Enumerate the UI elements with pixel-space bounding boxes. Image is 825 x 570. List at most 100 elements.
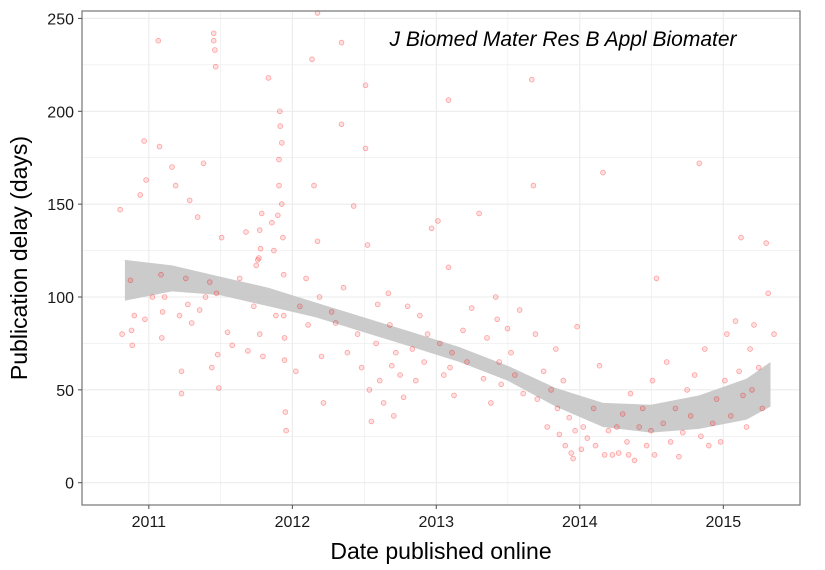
grid-lines bbox=[82, 11, 800, 505]
data-point bbox=[416, 312, 423, 319]
data-point bbox=[176, 312, 183, 319]
data-point bbox=[224, 329, 231, 336]
data-point bbox=[260, 353, 266, 360]
data-point bbox=[412, 377, 419, 384]
data-point bbox=[765, 290, 771, 297]
data-point bbox=[202, 294, 209, 300]
data-point bbox=[156, 143, 163, 150]
data-point bbox=[305, 322, 311, 328]
axis-ticks: 0 50 100 150 200 250 2011 2012 2013 2014 2015 bbox=[47, 11, 741, 531]
data-point bbox=[540, 368, 547, 375]
data-point bbox=[691, 372, 698, 378]
data-point bbox=[374, 301, 381, 308]
data-point bbox=[200, 160, 207, 167]
data-point bbox=[281, 357, 288, 363]
data-point bbox=[256, 331, 263, 337]
points-layer bbox=[117, 10, 777, 464]
data-point bbox=[464, 359, 470, 365]
data-point bbox=[280, 312, 287, 319]
data-point bbox=[468, 305, 475, 311]
data-point bbox=[354, 331, 361, 337]
data-point bbox=[281, 335, 288, 341]
data-point bbox=[362, 145, 369, 152]
data-point bbox=[314, 238, 321, 245]
data-point bbox=[119, 331, 125, 337]
data-point bbox=[278, 201, 285, 207]
data-point bbox=[627, 390, 634, 397]
data-point bbox=[137, 192, 144, 198]
data-point bbox=[449, 349, 455, 356]
data-point bbox=[631, 457, 638, 464]
data-point bbox=[186, 197, 193, 204]
data-point bbox=[460, 327, 466, 334]
data-point bbox=[213, 290, 220, 297]
data-point bbox=[504, 325, 511, 332]
data-point bbox=[578, 446, 585, 453]
data-point bbox=[161, 294, 168, 300]
data-point bbox=[257, 245, 264, 252]
panel-border bbox=[81, 10, 801, 506]
data-point bbox=[749, 387, 755, 393]
data-point bbox=[387, 322, 393, 328]
data-point bbox=[651, 452, 658, 458]
data-point bbox=[328, 309, 335, 315]
data-point bbox=[440, 372, 447, 378]
data-point bbox=[155, 37, 162, 44]
data-point bbox=[494, 316, 501, 323]
data-point bbox=[316, 294, 323, 300]
data-point bbox=[663, 359, 670, 365]
y-tick-label: 250 bbox=[47, 11, 74, 28]
data-point bbox=[660, 420, 666, 427]
data-point bbox=[435, 218, 441, 224]
data-point bbox=[243, 229, 249, 235]
data-point bbox=[544, 424, 550, 430]
data-point bbox=[530, 182, 537, 189]
data-point bbox=[424, 331, 431, 337]
data-point bbox=[183, 275, 189, 282]
data-point bbox=[172, 182, 179, 189]
data-point bbox=[229, 342, 236, 349]
data-point bbox=[451, 392, 457, 399]
data-point bbox=[210, 37, 217, 44]
data-point bbox=[216, 385, 222, 391]
x-tick-label: 2015 bbox=[706, 514, 742, 531]
data-point bbox=[397, 372, 403, 378]
data-point bbox=[570, 455, 576, 462]
data-point bbox=[117, 206, 123, 213]
data-point bbox=[141, 138, 147, 144]
data-point bbox=[520, 390, 526, 397]
x-tick-label: 2011 bbox=[132, 514, 167, 531]
data-point bbox=[214, 351, 221, 358]
data-point bbox=[194, 214, 201, 220]
data-point bbox=[580, 424, 587, 430]
data-point bbox=[751, 322, 757, 328]
data-point bbox=[592, 442, 599, 449]
data-point bbox=[318, 353, 325, 360]
data-point bbox=[188, 320, 195, 326]
data-point bbox=[178, 390, 185, 397]
data-point bbox=[532, 331, 539, 337]
data-point bbox=[277, 123, 284, 129]
data-point bbox=[159, 335, 165, 341]
data-point bbox=[636, 424, 642, 430]
data-point bbox=[496, 359, 503, 365]
x-tick-label: 2012 bbox=[275, 514, 311, 531]
data-point bbox=[771, 331, 777, 337]
data-point bbox=[127, 277, 134, 284]
data-point bbox=[534, 396, 541, 402]
data-point bbox=[696, 160, 703, 167]
data-point bbox=[404, 303, 411, 310]
data-point bbox=[344, 349, 351, 356]
data-point bbox=[548, 387, 554, 393]
data-point bbox=[562, 442, 569, 449]
data-point bbox=[736, 368, 742, 375]
data-point bbox=[625, 452, 632, 458]
data-point bbox=[687, 413, 694, 419]
data-point bbox=[484, 335, 490, 341]
data-point bbox=[684, 387, 690, 393]
data-point bbox=[149, 294, 156, 300]
data-point bbox=[376, 377, 383, 384]
data-point bbox=[280, 234, 286, 241]
data-point bbox=[276, 182, 282, 189]
data-point bbox=[293, 368, 299, 375]
